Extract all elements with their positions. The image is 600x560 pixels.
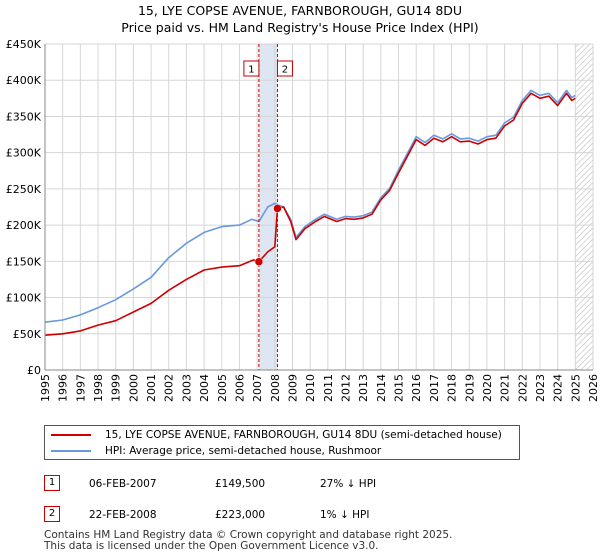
y-tick-label: £150K xyxy=(6,255,42,268)
x-tick-label: 2011 xyxy=(322,374,335,402)
future-hatch xyxy=(575,44,593,370)
x-tick-label: 1995 xyxy=(39,374,52,402)
plot-area xyxy=(45,44,593,370)
x-tick-label: 2007 xyxy=(251,374,264,402)
x-tick-label: 1999 xyxy=(110,374,123,402)
sale-marker-label: 2 xyxy=(282,65,288,76)
transaction-number: 1 xyxy=(44,475,60,491)
sale-marker-label: 1 xyxy=(248,65,254,76)
title-line-2: Price paid vs. HM Land Registry's House … xyxy=(121,20,479,35)
sale-point xyxy=(273,204,282,213)
legend-item-property: 15, LYE COPSE AVENUE, FARNBOROUGH, GU14 … xyxy=(51,427,502,443)
transaction-hpi-diff: 27% ↓ HPI xyxy=(320,478,377,490)
footer-line-1: Contains HM Land Registry data © Crown c… xyxy=(44,529,453,541)
transaction-row: 2 22-FEB-2008 £223,000 1% ↓ HPI xyxy=(44,506,524,524)
x-tick-label: 2022 xyxy=(516,374,529,402)
x-tick-label: 2000 xyxy=(127,374,140,402)
transaction-hpi-diff: 1% ↓ HPI xyxy=(320,509,370,521)
x-tick-label: 2012 xyxy=(340,374,353,402)
sale-marker-box xyxy=(276,60,293,77)
x-tick-label: 1996 xyxy=(57,374,70,402)
title-line-1: 15, LYE COPSE AVENUE, FARNBOROUGH, GU14 … xyxy=(137,3,463,18)
x-tick-label: 2026 xyxy=(587,374,600,402)
y-tick-label: £300K xyxy=(6,147,42,160)
x-tick-label: 2021 xyxy=(499,374,512,402)
x-tick-label: 2001 xyxy=(145,374,158,402)
x-tick-label: 2002 xyxy=(163,374,176,402)
x-tick-label: 2005 xyxy=(216,374,229,402)
chart-title: 15, LYE COPSE AVENUE, FARNBOROUGH, GU14 … xyxy=(0,2,600,36)
y-tick-label: £250K xyxy=(6,183,42,196)
y-tick-label: £100K xyxy=(6,292,42,305)
legend-swatch-property xyxy=(51,434,91,436)
legend-swatch-hpi xyxy=(51,450,91,452)
x-tick-label: 2020 xyxy=(481,374,494,402)
x-tick-label: 1997 xyxy=(74,374,87,402)
x-tick-label: 1998 xyxy=(92,374,105,402)
legend-label-property: 15, LYE COPSE AVENUE, FARNBOROUGH, GU14 … xyxy=(105,429,502,441)
x-tick-label: 2025 xyxy=(569,374,582,402)
legend-label-hpi: HPI: Average price, semi-detached house,… xyxy=(105,445,382,457)
y-tick-label: £450K xyxy=(6,38,42,51)
transaction-price: £223,000 xyxy=(215,509,266,521)
x-tick-label: 2024 xyxy=(552,374,565,402)
x-tick-label: 2013 xyxy=(357,374,370,402)
y-tick-label: £0 xyxy=(27,364,41,377)
x-tick-label: 2018 xyxy=(446,374,459,402)
y-tick-label: £400K xyxy=(6,74,42,87)
x-tick-label: 2008 xyxy=(269,374,282,402)
x-tick-label: 2014 xyxy=(375,374,388,402)
transaction-row: 1 06-FEB-2007 £149,500 27% ↓ HPI xyxy=(44,475,524,493)
y-tick-label: £50K xyxy=(13,328,42,341)
x-tick-label: 2023 xyxy=(534,374,547,402)
footer-line-2: This data is licensed under the Open Gov… xyxy=(44,540,379,552)
price-chart: 1 2 £0 £50K £100K £150K £200K £250K £300K £350K £… xyxy=(6,38,600,402)
legend: 15, LYE COPSE AVENUE, FARNBOROUGH, GU14 … xyxy=(44,425,520,460)
x-tick-label: 2015 xyxy=(393,374,406,402)
sale-point xyxy=(254,257,264,266)
legend-item-hpi: HPI: Average price, semi-detached house,… xyxy=(51,443,381,459)
x-tick-label: 2004 xyxy=(198,374,211,402)
y-tick-label: £200K xyxy=(6,219,42,232)
transaction-date: 06-FEB-2007 xyxy=(89,478,157,490)
x-tick-label: 2019 xyxy=(463,374,476,402)
property-series-line xyxy=(44,92,576,336)
transaction-date: 22-FEB-2008 xyxy=(89,509,157,521)
footer: Contains HM Land Registry data © Crown c… xyxy=(44,530,452,552)
y-tick-label: £350K xyxy=(6,110,42,123)
x-tick-label: 2009 xyxy=(286,374,299,402)
transaction-number: 2 xyxy=(44,506,60,522)
x-tick-label: 2016 xyxy=(410,374,423,402)
x-tick-label: 2017 xyxy=(428,374,441,402)
x-tick-label: 2003 xyxy=(180,374,193,402)
transaction-price: £149,500 xyxy=(215,478,266,490)
x-tick-label: 2010 xyxy=(304,374,317,402)
sale-marker-box xyxy=(243,60,260,77)
hpi-series-line xyxy=(44,89,576,323)
x-tick-label: 2006 xyxy=(233,374,246,402)
